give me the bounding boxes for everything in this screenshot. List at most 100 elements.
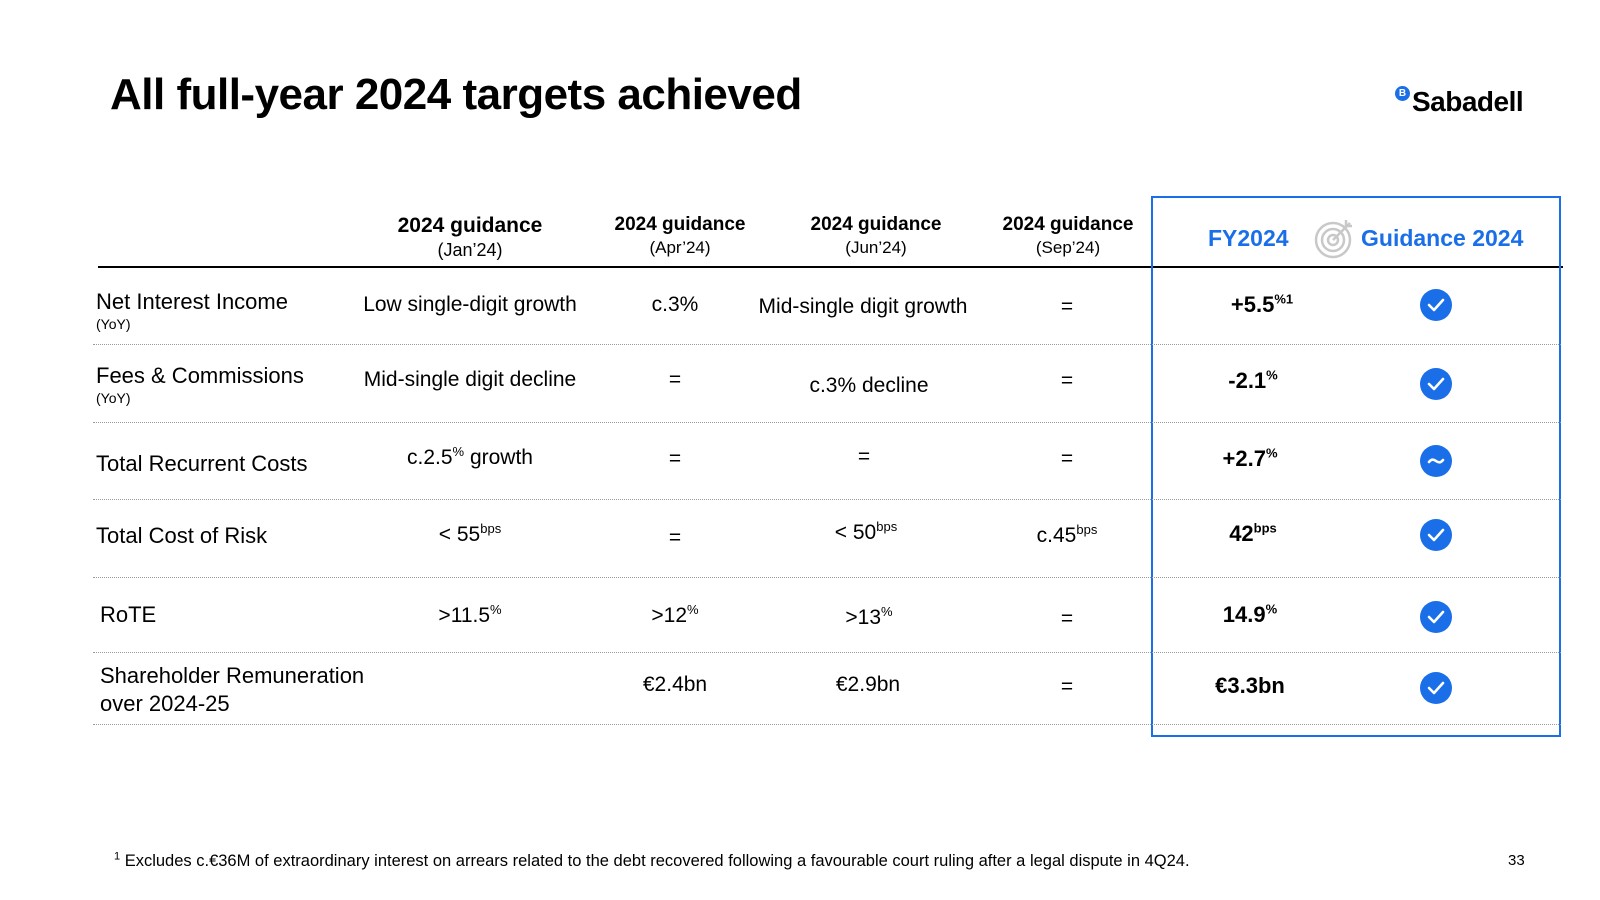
cell-unit: bps: [1076, 522, 1098, 537]
cell-value: c.2.5: [407, 446, 453, 469]
fy-value: 42: [1229, 521, 1254, 546]
cell-fees-jan: Mid-single digit decline: [363, 368, 577, 391]
fy-value: €3.3bn: [1215, 673, 1285, 698]
header-jan-main: 2024 guidance: [397, 214, 543, 237]
cell-value: >13: [845, 606, 882, 629]
row-label-rote: RoTE: [100, 601, 156, 629]
header-fy2024: FY2024: [1208, 225, 1289, 251]
header-sep-sub: (Sep’24): [1035, 238, 1101, 257]
cell-rote-jan: >11.5%: [438, 602, 502, 628]
row-divider: [93, 652, 1561, 653]
fy-costs: +2.7%: [1223, 446, 1278, 472]
fy-value: +2.7: [1222, 446, 1266, 471]
row-label-remuneration: Shareholder Remuneration over 2024-25: [100, 662, 364, 718]
cell-cor-apr: =: [668, 526, 682, 549]
row-divider: [93, 499, 1561, 500]
cell-value: >11.5: [438, 604, 491, 627]
cell-remuneration-apr: €2.4bn: [642, 673, 708, 696]
header-jun: 2024 guidance (Jun’24): [796, 214, 956, 258]
fy-rote: 14.9%: [1223, 602, 1277, 628]
fy-remuneration: €3.3bn: [1215, 673, 1285, 699]
row-divider: [93, 422, 1561, 423]
header-jan: 2024 guidance (Jan’24): [380, 214, 560, 261]
cell-unit: bps: [876, 519, 898, 534]
cell-rote-sep: =: [1060, 607, 1074, 630]
cell-unit: %: [452, 444, 465, 459]
fy-value: 14.9: [1222, 602, 1266, 627]
cell-fees-apr: =: [668, 368, 682, 391]
fy-unit: %: [1266, 367, 1278, 383]
page-number: 33: [1508, 852, 1525, 869]
check-icon: [1420, 601, 1452, 633]
cell-remuneration-sep: =: [1060, 675, 1074, 698]
fy-nii: +5.5%1: [1231, 292, 1293, 318]
fy-unit: %1: [1274, 291, 1294, 307]
cell-unit: bps: [480, 521, 502, 536]
logo-mark-icon: B: [1395, 86, 1410, 101]
cell-value: < 55: [438, 523, 481, 546]
cell-cor-jan: < 55bps: [438, 521, 502, 547]
logo-text: Sabadell: [1412, 86, 1524, 117]
header-apr: 2024 guidance (Apr’24): [600, 214, 760, 258]
header-jun-main: 2024 guidance: [810, 214, 942, 235]
row-label-text: RoTE: [100, 602, 157, 627]
fy-cor: 42bps: [1229, 521, 1277, 547]
header-sep-main: 2024 guidance: [1002, 214, 1134, 235]
target-icon: [1314, 216, 1358, 260]
header-sep: 2024 guidance (Sep’24): [988, 214, 1148, 258]
cell-rote-jun: >13%: [845, 604, 893, 630]
cell-unit: %: [687, 602, 699, 617]
cell-unit: %: [881, 604, 893, 619]
cell-suffix: growth: [464, 446, 533, 469]
cell-value: c.45: [1036, 524, 1077, 547]
footnote-text: Excludes c.€36M of extraordinary interes…: [120, 852, 1190, 870]
cell-costs-jan: c.2.5% growth: [407, 444, 533, 470]
row-sublabel: (YoY): [96, 316, 131, 332]
check-icon: [1420, 368, 1452, 400]
row-label-fees: Fees & Commissions (YoY): [96, 362, 304, 406]
row-label-text: Total Cost of Risk: [96, 523, 268, 548]
cell-fees-sep: =: [1060, 369, 1074, 392]
header-apr-sub: (Apr’24): [649, 238, 711, 257]
header-rule: [98, 266, 1563, 268]
check-icon: [1420, 289, 1452, 321]
fy-unit: %: [1265, 445, 1278, 461]
fy2024-highlight-box: [1151, 196, 1561, 737]
cell-rote-apr: >12%: [651, 602, 699, 628]
cell-costs-apr: =: [668, 447, 682, 470]
row-label-text: Fees & Commissions: [96, 363, 304, 388]
fy-unit: bps: [1253, 520, 1277, 536]
cell-nii-apr: c.3%: [651, 293, 699, 316]
header-apr-main: 2024 guidance: [614, 214, 746, 235]
row-divider: [93, 577, 1561, 578]
fy-fees: -2.1%: [1228, 368, 1277, 394]
header-jun-sub: (Jun’24): [845, 238, 907, 257]
cell-nii-jun: Mid-single digit growth: [758, 295, 968, 318]
cell-value: >12: [651, 604, 688, 627]
fy-value: +5.5: [1230, 292, 1275, 317]
header-guidance-2024: Guidance 2024: [1361, 225, 1524, 251]
cell-costs-jun: =: [857, 445, 871, 468]
cell-nii-sep: =: [1060, 295, 1074, 318]
footnote: 1 Excludes c.€36M of extraordinary inter…: [114, 850, 1190, 871]
cell-value: < 50: [834, 521, 877, 544]
cell-remuneration-jun: €2.9bn: [835, 673, 901, 696]
row-label-nii: Net Interest Income (YoY): [96, 288, 288, 332]
cell-costs-sep: =: [1060, 447, 1074, 470]
row-sublabel: (YoY): [96, 390, 131, 406]
cell-nii-jan: Low single-digit growth: [363, 293, 577, 316]
row-divider: [93, 344, 1561, 345]
header-jan-sub: (Jan’24): [437, 240, 503, 260]
row-divider: [93, 724, 1561, 725]
footnote-marker: 1: [114, 850, 121, 863]
page-title: All full-year 2024 targets achieved: [110, 70, 802, 119]
cell-unit: %: [490, 602, 502, 617]
cell-cor-jun: < 50bps: [834, 519, 898, 545]
check-icon: [1420, 672, 1452, 704]
row-label-text: Shareholder Remuneration: [100, 663, 365, 688]
row-label-text: Total Recurrent Costs: [96, 451, 308, 476]
sabadell-logo: B Sabadell: [1395, 82, 1524, 122]
fy-unit: %: [1265, 601, 1278, 617]
cell-fees-jun: c.3% decline: [809, 374, 929, 397]
row-label-cor: Total Cost of Risk: [96, 522, 267, 550]
